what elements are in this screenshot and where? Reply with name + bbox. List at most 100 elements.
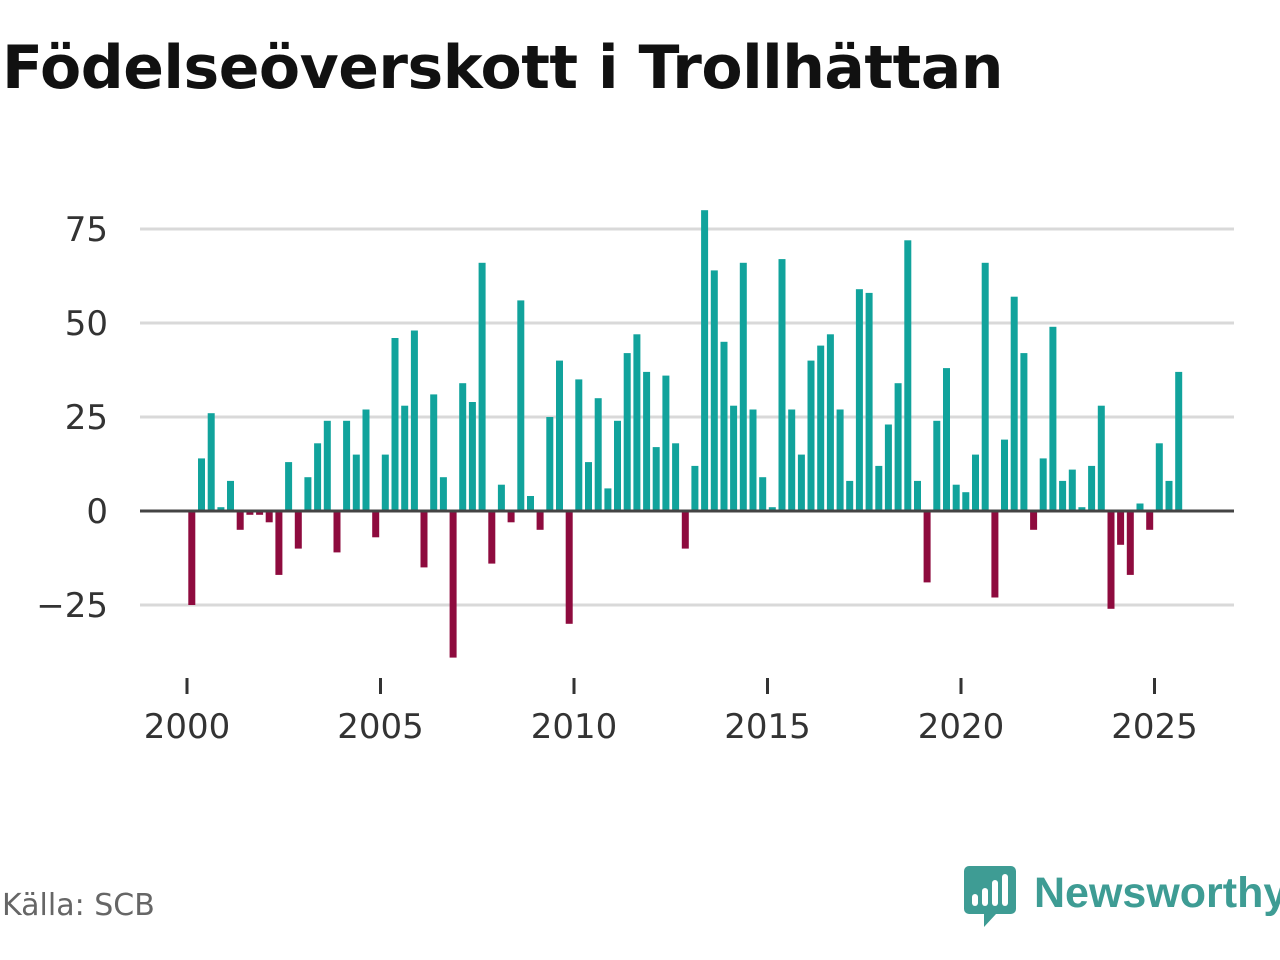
bar <box>652 447 660 511</box>
bar <box>846 480 854 511</box>
bar <box>1165 480 1173 511</box>
bar <box>1001 439 1008 511</box>
bar <box>1068 469 1076 511</box>
bar <box>217 507 225 511</box>
bar <box>933 420 941 511</box>
bar <box>410 330 418 511</box>
bar <box>1146 511 1154 530</box>
bar <box>294 511 302 549</box>
bar <box>875 465 883 511</box>
bar <box>594 398 602 511</box>
x-tick-label: 2010 <box>531 707 618 747</box>
bar <box>730 405 738 511</box>
bar <box>565 511 573 624</box>
bar <box>275 511 283 575</box>
bar <box>1126 511 1134 575</box>
y-tick-label: 0 <box>86 492 108 532</box>
bar <box>1088 465 1096 511</box>
bar <box>1030 511 1038 530</box>
bar <box>778 259 786 511</box>
chart-title: Födelseöverskott i Trollhättan <box>2 33 1004 103</box>
bar <box>739 262 747 511</box>
bar <box>198 458 205 511</box>
bars <box>188 210 1183 658</box>
bar <box>256 511 264 515</box>
bar <box>546 417 554 511</box>
bar <box>478 262 486 511</box>
bar <box>604 488 612 511</box>
y-tick-label: 25 <box>65 398 108 438</box>
x-tick-label: 2015 <box>724 707 811 747</box>
bar <box>836 409 844 511</box>
bar <box>304 477 312 511</box>
bar <box>749 409 757 511</box>
bar <box>343 420 351 511</box>
bar <box>914 480 921 511</box>
bar <box>314 443 322 511</box>
bar <box>662 375 670 511</box>
bar <box>1117 511 1125 545</box>
bar <box>807 360 815 511</box>
bar <box>991 511 999 598</box>
bar <box>1136 503 1144 511</box>
bar <box>285 462 293 511</box>
bar <box>585 462 592 511</box>
bar <box>227 480 234 511</box>
bar <box>923 511 931 583</box>
bar <box>556 360 563 511</box>
x-tick-label: 2020 <box>918 707 1005 747</box>
bar-chart: 75 50 25 0 −25 2000 2005 2010 2015 2020 2025 <box>36 210 1234 747</box>
bar <box>817 345 825 511</box>
bar <box>981 262 989 511</box>
bar <box>720 341 728 511</box>
bar <box>672 443 680 511</box>
bar <box>381 454 389 511</box>
bar <box>691 465 699 511</box>
bar <box>449 511 457 658</box>
bar <box>536 511 544 530</box>
bar <box>430 394 438 511</box>
bar <box>391 338 399 511</box>
bar <box>439 477 447 511</box>
bar <box>1155 443 1163 511</box>
bar <box>333 511 341 553</box>
x-tick-label: 2025 <box>1111 707 1198 747</box>
bar <box>372 511 380 538</box>
bar <box>904 240 912 512</box>
bar <box>323 420 331 511</box>
bar <box>1010 296 1018 511</box>
bar <box>459 383 467 511</box>
bar <box>1175 371 1183 511</box>
bar <box>865 292 873 511</box>
newsworthy-logo: Newsworthy <box>964 866 1280 928</box>
bar <box>633 334 641 511</box>
bar <box>759 477 767 511</box>
bar <box>623 353 631 511</box>
bar <box>1097 405 1105 511</box>
brand-name: Newsworthy <box>1034 868 1280 917</box>
bar <box>488 511 496 564</box>
bar <box>352 454 360 511</box>
bar <box>710 270 718 511</box>
bar <box>362 409 370 511</box>
bar <box>1039 458 1047 511</box>
bar <box>768 507 776 511</box>
source-label: Källa: SCB <box>2 888 155 923</box>
x-axis-ticks: 2000 2005 2010 2015 2020 2025 <box>144 678 1198 747</box>
bar <box>575 379 583 511</box>
bar <box>797 454 805 511</box>
bar <box>1020 353 1028 511</box>
bar <box>207 413 215 511</box>
bar <box>420 511 428 568</box>
x-tick-label: 2005 <box>337 707 424 747</box>
x-tick-label: 2000 <box>144 707 231 747</box>
bar <box>701 210 709 511</box>
y-tick-label: 75 <box>65 210 108 250</box>
bar <box>527 496 534 511</box>
bar <box>1059 480 1067 511</box>
bar <box>265 511 273 523</box>
bar <box>643 371 651 511</box>
bar <box>826 334 834 511</box>
bar <box>497 484 505 511</box>
newsworthy-logo-icon <box>964 866 1016 927</box>
